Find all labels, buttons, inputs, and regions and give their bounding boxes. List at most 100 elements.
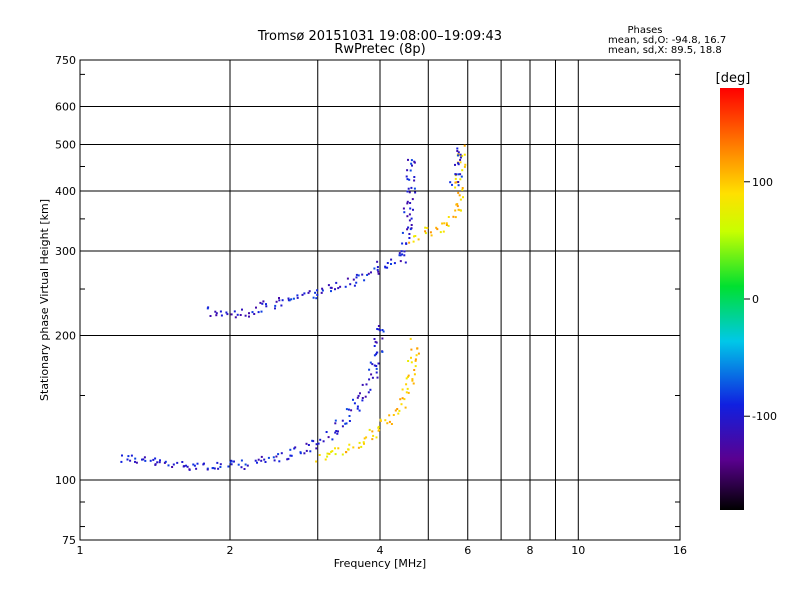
data-point (367, 391, 370, 394)
data-point (315, 447, 318, 450)
data-point (305, 442, 308, 445)
colorbar-label: [deg] (716, 71, 751, 86)
data-point (319, 438, 322, 441)
data-point (461, 169, 464, 172)
data-point (339, 285, 342, 288)
data-point (405, 391, 408, 394)
data-point (401, 231, 404, 234)
data-point (401, 397, 404, 400)
data-point (278, 460, 281, 463)
data-point (357, 394, 360, 397)
data-point (406, 190, 409, 193)
data-point (454, 181, 457, 184)
y-tick-label: 300 (55, 245, 76, 258)
data-point (410, 361, 413, 364)
data-point (265, 305, 268, 308)
y-tick-label: 400 (55, 185, 76, 198)
data-point (209, 315, 212, 317)
data-point (430, 234, 433, 237)
data-point (454, 209, 457, 212)
data-point (341, 419, 344, 422)
data-point (172, 463, 175, 466)
data-point (127, 455, 130, 458)
data-point (142, 458, 145, 461)
data-point (334, 431, 337, 434)
data-point (307, 444, 310, 446)
data-point (181, 461, 184, 463)
data-point (213, 467, 216, 470)
data-points (120, 144, 467, 471)
data-point (413, 187, 416, 190)
data-point (457, 184, 460, 187)
data-point (260, 455, 263, 458)
grid-lines (80, 60, 680, 540)
data-point (373, 267, 376, 270)
data-point (408, 213, 411, 216)
chart-subtitle: RwPretec (8p) (334, 42, 425, 57)
data-point (359, 392, 361, 395)
data-point (463, 153, 466, 156)
data-point (405, 377, 408, 380)
data-point (401, 253, 404, 256)
data-point (344, 422, 347, 425)
data-point (417, 352, 420, 355)
data-point (296, 294, 299, 297)
data-point (345, 422, 348, 425)
data-point (455, 173, 457, 176)
data-point (460, 175, 463, 178)
data-point (156, 461, 159, 464)
data-point (353, 284, 356, 287)
data-point (182, 465, 185, 468)
data-point (206, 307, 209, 310)
data-point (362, 441, 365, 444)
data-point (410, 162, 413, 165)
data-point (273, 459, 276, 462)
data-point (406, 202, 409, 205)
data-point (397, 412, 400, 415)
data-point (256, 461, 258, 464)
data-point (376, 351, 379, 354)
data-point (399, 254, 402, 257)
colorbar-tick-label: 100 (752, 176, 773, 189)
data-point (413, 235, 415, 238)
data-point (167, 464, 170, 467)
data-point (464, 163, 467, 166)
data-point (405, 175, 408, 178)
data-point (327, 436, 330, 439)
data-point (357, 274, 360, 277)
data-point (309, 450, 312, 453)
data-point (376, 376, 379, 379)
data-point (185, 464, 187, 467)
data-point (186, 465, 189, 468)
data-point (240, 466, 243, 469)
data-point (335, 281, 338, 284)
x-tick-label: 2 (227, 544, 234, 557)
data-point (413, 161, 416, 164)
data-point (408, 233, 411, 235)
data-point (366, 274, 369, 276)
data-point (414, 191, 417, 194)
x-tick-label: 16 (673, 544, 687, 557)
data-point (376, 328, 379, 330)
data-point (413, 369, 416, 371)
data-point (416, 347, 419, 350)
data-point (219, 310, 222, 313)
data-point (195, 467, 198, 470)
data-point (321, 289, 324, 292)
data-point (154, 463, 157, 466)
data-point (275, 300, 278, 303)
data-point (229, 461, 232, 464)
data-point (192, 463, 195, 466)
data-point (405, 383, 408, 386)
data-point (361, 383, 364, 386)
data-point (240, 459, 243, 462)
data-point (407, 158, 409, 161)
data-point (443, 222, 446, 225)
data-point (353, 402, 356, 405)
data-point (163, 461, 166, 464)
stats-line-x: mean, sd,X: 89.5, 18.8 (608, 45, 722, 56)
data-point (335, 430, 338, 432)
data-point (317, 442, 320, 445)
data-point (406, 178, 409, 181)
data-point (454, 163, 456, 166)
